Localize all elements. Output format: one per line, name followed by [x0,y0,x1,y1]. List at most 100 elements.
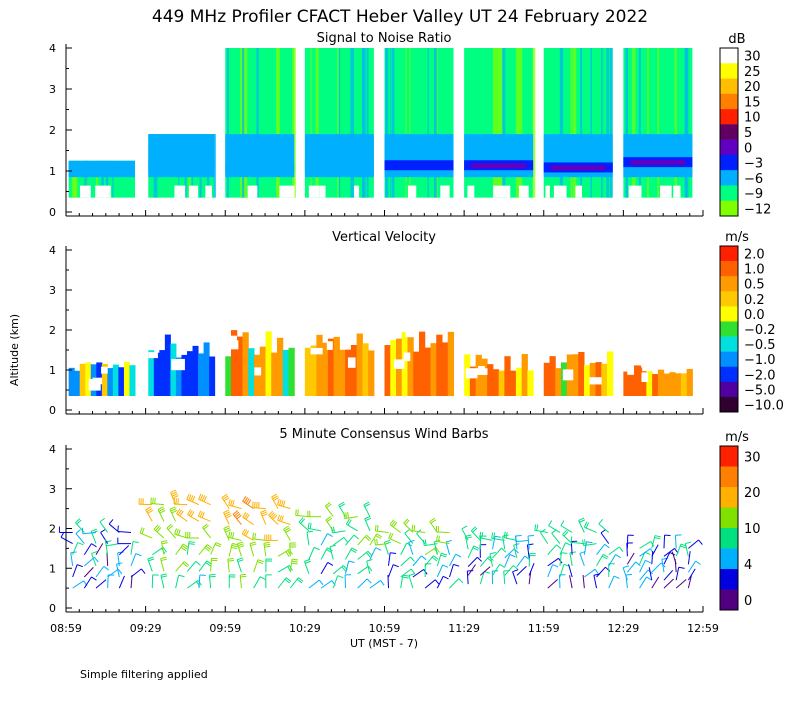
wind-barb [513,572,517,584]
colorbar-unit: m/s [725,430,749,445]
velocity-gap [254,367,261,375]
velocity-segment [385,330,455,396]
wind-barb-flag [151,498,152,504]
velocity-strip [129,365,135,396]
velocity-segment [148,335,215,396]
wind-barb-flag [314,547,320,549]
velocity-strip [69,368,75,396]
velocity-strip [635,365,641,396]
wind-barb-flag [308,523,309,529]
wind-barb-flag [623,566,629,568]
barb-group [535,518,623,588]
colorbar-label: −1.0 [744,353,776,368]
velocity-strip [499,371,505,396]
wind-barb-flag [327,534,332,537]
colorbar-swatch [720,276,738,291]
colorbar-label: 5 [744,126,752,141]
velocity-gap [230,336,237,344]
wind-barb-flag [238,560,244,562]
wind-barb [462,529,468,541]
colorbar-label: 0 [744,594,752,609]
colorbar-swatch [720,261,738,276]
wind-barb-flag [240,576,246,577]
colorbar-label: −0.2 [744,323,776,338]
colorbar-label: −6 [744,172,763,187]
velocity-strip [527,370,533,396]
velocity-strip [669,372,675,396]
wind-barb-flag [595,569,598,574]
wind-barb [504,571,505,584]
wind-barb-flag [238,544,244,546]
colorbar-swatch [720,48,738,64]
wind-barb [96,566,104,577]
snr-core [305,160,374,170]
y-tick-label: 3 [49,483,56,496]
wind-barb-flag [153,498,154,504]
wind-barb-flag [233,500,235,506]
snr-segment [69,161,135,198]
colorbar-swatch [720,352,738,367]
wind-barb [676,567,679,580]
colorbar-swatch [720,291,738,306]
colorbar-label: 0.0 [744,308,765,323]
barb-group [222,494,303,588]
wind-barb [389,565,394,577]
colorbar-swatch [720,367,738,382]
wind-barb-flag [264,546,270,547]
y-tick-label: 0 [49,602,56,615]
wind-barb [623,568,627,581]
velocity-strip [487,364,493,396]
wind-barb-flag [141,569,145,574]
colorbar-swatch [720,63,738,79]
snr-gap [319,186,325,198]
snr-segment [148,134,216,198]
snr-bl-band [305,134,374,177]
wind-barb-flag [411,569,415,574]
wind-barb [370,548,376,560]
colorbar-swatch [720,109,738,125]
wind-barb-flag [161,576,167,577]
wind-barb [425,580,435,588]
barb-group [462,526,536,584]
colorbar-label: 10 [744,522,761,537]
wind-barb [321,534,327,546]
barb-group [59,518,145,588]
velocity-strip [283,350,289,396]
wind-barb-flag [161,574,167,575]
velocity-strip [623,372,629,396]
velocity-strip [204,342,210,396]
velocity-strip [584,365,590,396]
velocity-strip [419,332,425,396]
barb-group [296,502,384,588]
wind-barb-flag [500,564,505,567]
x-tick-label: 10:29 [289,622,321,635]
wind-barb-flag [307,531,313,532]
velocity-strip [408,334,414,396]
barb-group [139,490,221,588]
wind-barb-flag [255,533,256,539]
velocity-segment [544,350,614,396]
snr-segment [623,48,692,198]
velocity-gap [171,359,185,370]
barb-group [375,518,463,588]
wind-barb [672,552,676,565]
snr-gap [102,186,111,198]
wind-barb-flag [513,570,519,572]
wind-barb [333,576,337,588]
velocity-strip [573,354,579,396]
y-tick-label: 0 [49,206,56,219]
colorbar-swatch [720,201,738,217]
colorbar-swatch [720,124,738,140]
velocity-strip [687,369,693,396]
wind-barb [664,579,674,588]
velocity-strip [339,350,345,396]
x-tick-label: 10:59 [369,622,401,635]
wind-barb [597,567,606,577]
wind-barb-flag [175,528,177,534]
wind-barb-flag [91,529,97,531]
wind-barb-flag [680,546,686,548]
velocity-strip [658,370,664,396]
velocity-gap [394,359,405,369]
wind-barb-flag [239,546,245,548]
snr-core [69,162,135,172]
